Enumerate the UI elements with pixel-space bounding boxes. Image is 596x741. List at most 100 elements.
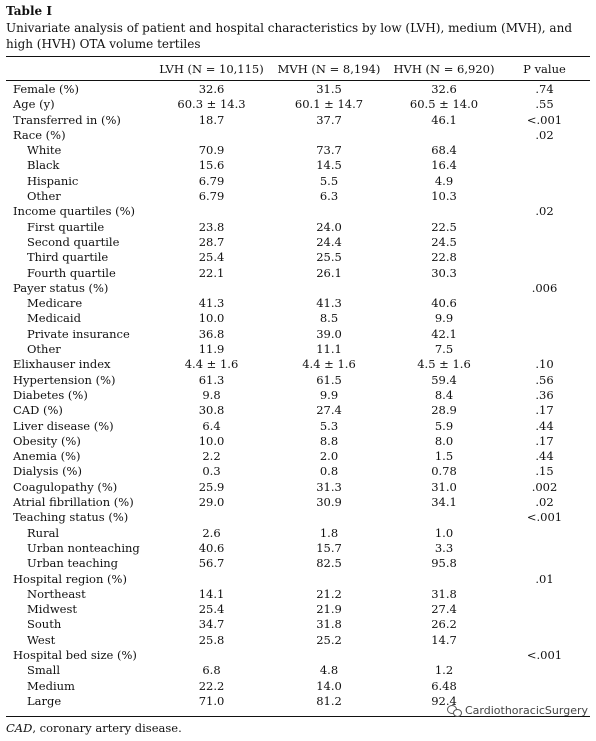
row-label: Other	[27, 189, 61, 204]
cell-p-value	[499, 158, 590, 173]
cell-lvh: 25.8	[198, 632, 225, 647]
cell-lvh: 0.3	[202, 464, 221, 479]
row-label: Private insurance	[27, 326, 130, 341]
cell-mvh: 25.2	[316, 632, 342, 647]
row-label: Atrial fibrillation (%)	[13, 495, 134, 510]
row-label: Large	[27, 693, 62, 708]
row-label: Rural	[27, 525, 60, 540]
cell-mvh: 0.8	[319, 464, 339, 479]
cell-p-value: .17	[535, 433, 554, 448]
cell-hvh: 30.3	[431, 265, 457, 280]
cell-lvh: 6.79	[198, 173, 225, 188]
cell-p-value: .02	[535, 204, 554, 219]
cell-hvh: 28.9	[431, 403, 457, 418]
cell-hvh: 4.9	[434, 173, 454, 188]
table-footnote: CAD, coronary artery disease.	[6, 721, 182, 735]
table-row: Urban nonteaching 40.6 15.7 3.3	[6, 541, 590, 556]
cell-hvh: 22.5	[431, 219, 457, 234]
cell-lvh: 32.6	[198, 82, 225, 96]
cell-p-value	[499, 342, 590, 357]
row-label: South	[27, 617, 62, 632]
table-body: Female (%) 32.6 31.5 32.6 .74 Age (y) 60.3 ± 1…	[6, 79, 590, 709]
cell-mvh: 9.9	[319, 387, 339, 402]
table-row: West 25.8 25.2 14.7	[6, 633, 590, 648]
table-row: Race (%) .02	[6, 128, 590, 143]
table-row: Hispanic 6.79 5.5 4.9	[6, 174, 590, 189]
cell-lvh: 60.3 ± 14.3	[177, 97, 246, 112]
cell-lvh: 70.9	[198, 143, 225, 158]
cell-hvh: 7.5	[434, 342, 454, 357]
row-label: Anemia (%)	[13, 449, 81, 464]
table-row: Hospital bed size (%) <.001	[6, 648, 590, 663]
cell-p-value: .36	[535, 387, 554, 402]
cell-hvh: 27.4	[431, 602, 457, 617]
cell-hvh: 14.7	[431, 632, 457, 647]
cell-hvh: 1.2	[434, 663, 454, 678]
cell-p-value: .002	[531, 479, 558, 494]
cell-hvh	[389, 281, 499, 296]
cell-lvh	[154, 128, 269, 143]
cell-hvh: 46.1	[431, 112, 457, 127]
cell-lvh: 23.8	[198, 219, 225, 234]
cell-mvh: 11.1	[316, 342, 342, 357]
cell-mvh: 31.8	[316, 617, 342, 632]
cell-p-value	[499, 250, 590, 265]
cell-lvh: 25.9	[198, 479, 225, 494]
cell-hvh	[389, 204, 499, 219]
cell-mvh: 24.0	[316, 219, 342, 234]
row-label: Coagulopathy (%)	[13, 479, 118, 494]
cell-p-value: .10	[535, 357, 554, 372]
table-row: Diabetes (%) 9.8 9.9 8.4 .36	[6, 388, 590, 403]
row-label: Medium	[27, 678, 75, 693]
cell-p-value	[499, 556, 590, 571]
cell-p-value	[499, 327, 590, 342]
cell-p-value: .56	[535, 372, 554, 387]
table-row: Transferred in (%) 18.7 37.7 46.1 <.001	[6, 113, 590, 128]
row-label: Teaching status (%)	[13, 510, 129, 525]
row-label: Liver disease (%)	[13, 418, 114, 433]
table-row: Large 71.0 81.2 92.4	[6, 694, 590, 709]
cell-hvh: 42.1	[431, 326, 457, 341]
table-row: Urban teaching 56.7 82.5 95.8	[6, 556, 590, 571]
row-label: Age (y)	[13, 97, 55, 112]
table-row: CAD (%) 30.8 27.4 28.9 .17	[6, 403, 590, 418]
row-label: Small	[27, 663, 60, 678]
cell-p-value	[499, 617, 590, 632]
cell-p-value	[499, 220, 590, 235]
cell-lvh: 29.0	[198, 495, 225, 510]
cell-hvh: 26.2	[431, 617, 457, 632]
cell-hvh: 4.5 ± 1.6	[417, 357, 471, 372]
cell-p-value: .55	[535, 97, 554, 112]
cell-p-value	[499, 311, 590, 326]
table-row: Female (%) 32.6 31.5 32.6 .74	[6, 79, 590, 97]
cell-p-value: .44	[535, 418, 554, 433]
cell-p-value	[499, 296, 590, 311]
cell-lvh: 71.0	[198, 693, 225, 708]
table-row: Medicaid 10.0 8.5 9.9	[6, 311, 590, 326]
cell-lvh: 4.4 ± 1.6	[184, 357, 239, 372]
cell-hvh: 60.5 ± 14.0	[409, 97, 479, 112]
watermark: CardiothoracicSurgery	[446, 704, 588, 717]
cell-hvh	[389, 648, 499, 663]
cell-p-value	[499, 602, 590, 617]
cell-mvh: 4.8	[319, 663, 339, 678]
cell-lvh: 6.4	[202, 418, 221, 433]
cell-p-value	[499, 143, 590, 158]
cell-mvh	[269, 281, 389, 296]
cell-p-value: .006	[531, 280, 558, 295]
cell-p-value: .15	[535, 464, 554, 479]
row-label: Diabetes (%)	[13, 387, 88, 402]
table-row: Small 6.8 4.8 1.2	[6, 663, 590, 678]
cell-mvh: 2.0	[319, 449, 339, 464]
cell-mvh	[269, 204, 389, 219]
table-row: Medium 22.2 14.0 6.48	[6, 679, 590, 694]
table-row: Second quartile 28.7 24.4 24.5	[6, 235, 590, 250]
row-label: Urban nonteaching	[27, 540, 140, 555]
cell-hvh: 0.78	[431, 464, 457, 479]
cell-hvh: 1.0	[434, 525, 454, 540]
row-label: Payer status (%)	[13, 280, 109, 295]
row-label: Northeast	[27, 586, 86, 601]
cell-lvh	[154, 281, 269, 296]
cell-hvh	[389, 128, 499, 143]
